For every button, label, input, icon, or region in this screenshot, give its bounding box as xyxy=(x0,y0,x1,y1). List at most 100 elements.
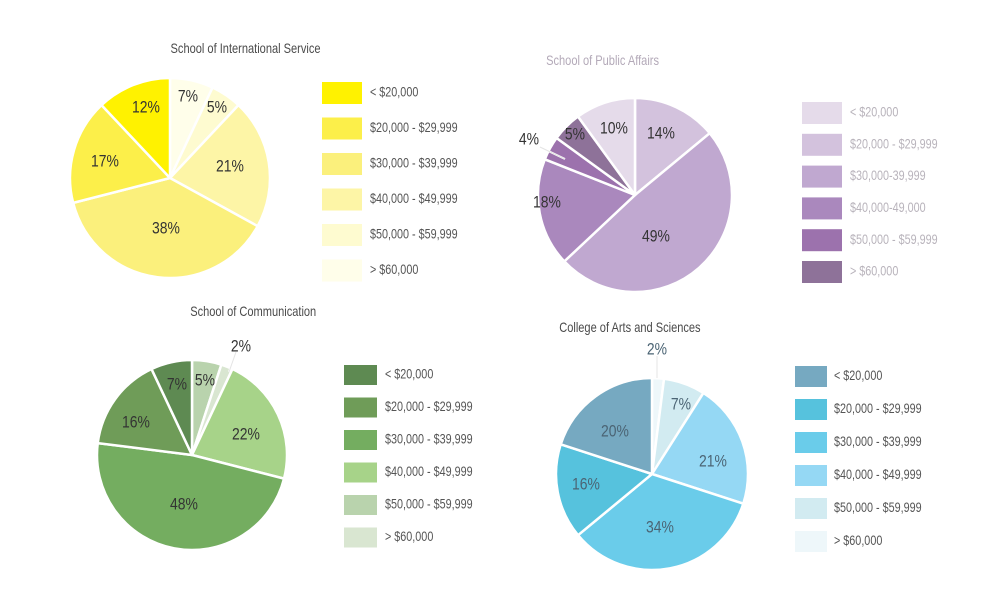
pie-slice-30-000-39-999 xyxy=(95,441,286,552)
legend: < $20,000 $20,000 - $29,999 $30,000 - $39,… xyxy=(344,365,473,548)
chart-school-of-public-affairs: School of Public Affairs 10% 14% 49% 18% 4% 5%… xyxy=(519,53,938,294)
slice-label-20-000: 12% xyxy=(132,98,160,117)
slice-label-50-000-59-999: 5% xyxy=(207,98,227,117)
legend-swatch xyxy=(322,117,362,140)
slice-label-30-000-39-999: 34% xyxy=(646,518,674,537)
slice-label-20-000: 7% xyxy=(167,375,187,394)
slice-label-20-000: 20% xyxy=(601,422,629,441)
legend: < $20,000 $20,000 - $29,999 $30,000 - $39,… xyxy=(795,366,922,552)
legend-swatch xyxy=(795,465,827,486)
chart-school-of-international-service: School of International Service 12% 17% 38%… xyxy=(68,41,458,282)
slice-label-30-000-39-999: 48% xyxy=(170,495,198,514)
slice-label-60-000: 2% xyxy=(647,340,667,359)
legend: < $20,000 $20,000 - $29,999 $30,000-39,999… xyxy=(802,102,938,283)
legend-swatch xyxy=(344,365,377,385)
slice-label-40-000-49-000: 18% xyxy=(533,193,561,212)
legend-label: $20,000 - $29,999 xyxy=(370,120,458,135)
legend-swatch xyxy=(344,462,377,483)
pie-slice-40-000-49-000 xyxy=(536,158,637,263)
legend-swatch xyxy=(802,261,842,283)
legend-swatch xyxy=(802,133,842,156)
legend-label: > $60,000 xyxy=(370,262,419,277)
legend-swatch xyxy=(322,82,362,104)
legend-swatch xyxy=(795,498,827,519)
slice-label-20-000-29-999: 14% xyxy=(647,124,675,143)
legend-label: $40,000-49,000 xyxy=(850,200,926,215)
slice-label-20-000-29-999: 16% xyxy=(572,475,600,494)
legend-label: $20,000 - $29,999 xyxy=(834,401,922,416)
legend-swatch xyxy=(322,153,362,175)
chart-college-of-arts-and-sciences: College of Arts and Sciences 20% 16% 34% 21%… xyxy=(554,320,922,572)
legend-swatch xyxy=(344,430,377,450)
pie-slice-20-000-29-999 xyxy=(96,367,194,457)
legend-label: $50,000 - $59,999 xyxy=(850,232,938,247)
pie-slice-20-000 xyxy=(150,358,194,457)
legend-label: $30,000-39,999 xyxy=(850,168,926,183)
legend-swatch xyxy=(322,259,362,282)
pie-slice-30-000-39-999 xyxy=(71,176,259,280)
pie-slice-40-000-49-999 xyxy=(168,103,272,228)
pie-slice-20-000 xyxy=(576,96,637,197)
legend-label: < $20,000 xyxy=(834,368,883,383)
slice-label-60-000: 2% xyxy=(231,337,251,356)
legend-label: $50,000 - $59,999 xyxy=(385,496,473,511)
legend-swatch xyxy=(802,197,842,220)
legend-swatch xyxy=(795,366,827,387)
legend-label: $30,000 - $39,999 xyxy=(834,434,922,449)
legend-swatch xyxy=(795,399,827,420)
slice-label-20-000-29-999: 17% xyxy=(91,152,119,171)
pie-slice-30-000-39-999 xyxy=(563,131,734,294)
slice-label-50-000-59-999: 5% xyxy=(195,371,215,390)
chart-title: School of Communication xyxy=(190,304,316,319)
legend-label: $30,000 - $39,999 xyxy=(385,431,473,446)
legend: < $20,000 $20,000 - $29,999 $30,000 - $39,… xyxy=(322,82,458,282)
pie-slice-30-000-39-999 xyxy=(576,472,745,572)
legend-label: $20,000 - $29,999 xyxy=(850,136,938,151)
slice-label-40-000-49-999: 21% xyxy=(699,452,727,471)
legend-swatch xyxy=(802,102,842,124)
pie-slice-20-000 xyxy=(100,76,172,180)
chart-title: School of Public Affairs xyxy=(546,53,659,68)
legend-swatch xyxy=(795,531,827,552)
pie-slice-40-000-49-999 xyxy=(190,367,289,480)
slice-label-20-000: 10% xyxy=(600,119,628,138)
slice-label-20-000-29-999: 16% xyxy=(122,413,150,432)
slice-label-50-000-59-999: 7% xyxy=(671,395,691,414)
slice-label-50-000-59-999: 4% xyxy=(519,130,539,149)
legend-label: > $60,000 xyxy=(385,529,434,544)
legend-swatch xyxy=(344,527,377,548)
pie-slice-20-000-29-999 xyxy=(633,96,711,197)
leader-line-inner xyxy=(228,351,237,373)
legend-label: $50,000 - $59,999 xyxy=(834,500,922,515)
legend-swatch xyxy=(802,229,842,252)
legend-label: $40,000 - $49,999 xyxy=(834,467,922,482)
pie-slice-40-000-49-999 xyxy=(650,391,750,505)
legend-label: $30,000 - $39,999 xyxy=(370,155,458,170)
legend-label: $20,000 - $29,999 xyxy=(385,399,473,414)
legend-label: < $20,000 xyxy=(850,104,899,119)
legend-label: < $20,000 xyxy=(385,366,434,381)
slice-label-30-000-39-999: 38% xyxy=(152,219,180,238)
legend-label: > $60,000 xyxy=(850,263,899,278)
legend-label: $40,000 - $49,999 xyxy=(385,464,473,479)
pie-slice-20-000-29-999 xyxy=(68,103,172,205)
legend-swatch xyxy=(802,165,842,188)
slice-label-60-000: 5% xyxy=(565,125,585,144)
legend-swatch xyxy=(795,432,827,453)
slice-label-40-000-49-999: 22% xyxy=(232,425,260,444)
legend-label: > $60,000 xyxy=(834,533,883,548)
legend-label: $40,000 - $49,999 xyxy=(370,191,458,206)
slice-label-60-000: 7% xyxy=(178,87,198,106)
legend-swatch xyxy=(344,397,377,418)
legend-swatch xyxy=(322,188,362,211)
chart-title: College of Arts and Sciences xyxy=(559,320,700,335)
legend-swatch xyxy=(322,224,362,246)
pie-slice-20-000 xyxy=(559,376,654,476)
legend-label: $50,000 - $59,999 xyxy=(370,226,458,241)
legend-label: < $20,000 xyxy=(370,84,419,99)
chart-title: School of International Service xyxy=(171,41,321,56)
slice-label-40-000-49-999: 21% xyxy=(216,157,244,176)
legend-swatch xyxy=(344,495,377,515)
chart-school-of-communication: School of Communication 7% 16% 48% 22% 5% 2% < … xyxy=(95,304,473,552)
